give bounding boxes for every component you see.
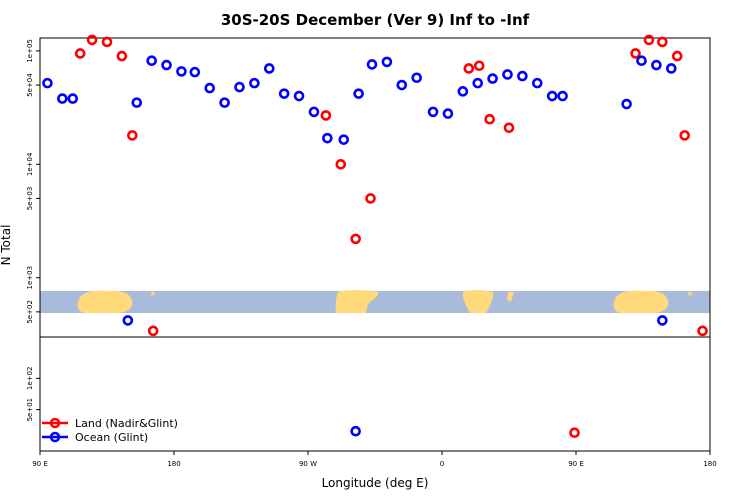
ocean-upper-point — [366, 59, 378, 70]
ocean-upper-point — [657, 315, 668, 326]
ocean-upper-point — [457, 86, 469, 97]
ocean-upper-point — [427, 106, 439, 118]
land-upper-point — [671, 50, 683, 62]
lower-panel-frame — [39, 336, 711, 452]
y-upper-tick-label: 1e+03 — [26, 266, 34, 290]
ocean-upper-point — [411, 72, 422, 84]
x-axis: 90 E 180 90 W 0 90 E 180 — [32, 451, 717, 468]
ocean-upper-point — [234, 81, 245, 93]
ocean-band — [40, 291, 710, 313]
legend-ocean-label: Ocean (Glint) — [75, 431, 148, 444]
land-mass-south-america — [335, 290, 379, 313]
ocean-upper-point — [249, 77, 260, 89]
y-upper-tick-label: 1e+05 — [26, 39, 34, 63]
land-upper-point — [463, 63, 475, 74]
world-map-band — [40, 290, 710, 313]
land-mass-australia — [77, 290, 133, 313]
ocean-upper-point — [131, 97, 143, 108]
ocean-upper-point — [189, 66, 201, 78]
land-upper-point — [86, 34, 98, 46]
land-upper-point — [127, 130, 138, 141]
land-upper-point — [484, 113, 495, 125]
land-mass-islands — [151, 291, 156, 296]
ocean-upper-point — [322, 132, 333, 144]
legend-land-label: Land (Nadir&Glint) — [75, 417, 178, 430]
x-tick-label: 0 — [440, 460, 444, 468]
x-axis-label: Longitude (deg E) — [322, 476, 429, 490]
ocean-upper-point — [665, 63, 677, 74]
ocean-upper-point — [472, 77, 484, 89]
ocean-upper-point — [353, 88, 364, 99]
ocean-upper-point — [122, 315, 134, 326]
ocean-lower-point — [350, 425, 361, 437]
land-upper-point — [630, 48, 641, 59]
land-mass-islands-repeat — [688, 291, 693, 296]
ocean-upper-point — [204, 82, 216, 94]
ocean-upper-point — [636, 55, 647, 66]
y-upper-tick-label: 5e+04 — [26, 73, 34, 97]
land-upper-point — [473, 60, 485, 72]
ocean-upper-point — [161, 59, 172, 71]
ocean-upper-point — [308, 106, 320, 118]
y-upper-tick-label: 5e+02 — [26, 300, 34, 324]
y-upper-tick-label: 5e+03 — [26, 187, 34, 211]
land-upper-point — [679, 130, 690, 141]
ocean-upper-point — [621, 98, 632, 110]
legend-ocean-marker — [49, 431, 61, 443]
ocean-upper-point — [67, 93, 79, 104]
land-lower-point — [569, 427, 580, 438]
ocean-upper-point — [57, 93, 68, 104]
ocean-upper-point — [557, 90, 568, 102]
ocean-upper-point — [502, 69, 513, 80]
land-upper-point — [365, 193, 376, 204]
ocean-upper-point — [293, 90, 305, 102]
y-axis-label: N Total — [0, 225, 13, 266]
ocean-upper-point — [442, 108, 454, 119]
x-tick-label: 90 W — [299, 460, 317, 468]
land-upper-point — [657, 36, 668, 48]
ocean-upper-point — [219, 97, 230, 108]
ocean-upper-point — [546, 90, 558, 102]
ocean-upper-point — [531, 77, 543, 89]
x-tick-label: 180 — [703, 460, 716, 468]
land-upper-point — [320, 110, 332, 121]
ocean-upper-point — [176, 66, 187, 77]
land-upper-point — [74, 48, 86, 59]
y-lower-tick-label: 5e+01 — [26, 398, 34, 422]
land-mass-madagascar — [507, 292, 514, 302]
y-axis-lower: 5e+01 1e+02 — [26, 367, 40, 422]
x-tick-label: 180 — [167, 460, 180, 468]
ocean-upper-point — [146, 55, 157, 66]
ocean-upper-point — [278, 88, 290, 99]
y-axis-upper: 5e+02 1e+03 5e+03 1e+04 5e+04 1e+05 — [26, 39, 40, 324]
ocean-upper-point — [651, 59, 662, 71]
data-points — [42, 34, 708, 438]
land-mass-australia-repeat — [613, 290, 669, 313]
ocean-upper-point — [381, 56, 393, 68]
ocean-upper-point — [263, 63, 275, 74]
ocean-upper-point — [517, 70, 528, 82]
y-upper-tick-label: 1e+04 — [26, 152, 34, 176]
land-mass-africa — [462, 290, 494, 313]
y-lower-tick-label: 1e+02 — [26, 367, 34, 391]
ocean-upper-point — [396, 79, 408, 91]
land-upper-point — [697, 325, 708, 337]
ocean-upper-point — [487, 73, 498, 84]
land-upper-point — [643, 34, 655, 46]
land-upper-point — [350, 233, 361, 245]
land-upper-point — [116, 50, 128, 62]
x-tick-label: 90 E — [32, 460, 48, 468]
legend: Land (Nadir&Glint) Ocean (Glint) — [42, 417, 178, 444]
land-upper-point — [147, 325, 159, 337]
x-tick-label: 90 E — [568, 460, 584, 468]
ocean-upper-point — [338, 134, 350, 145]
land-upper-point — [503, 122, 515, 134]
ocean-upper-point — [42, 77, 53, 89]
land-upper-point — [101, 36, 113, 48]
land-upper-point — [335, 159, 347, 170]
legend-land-marker — [49, 417, 61, 429]
chart-title: 30S-20S December (Ver 9) Inf to -Inf — [221, 11, 530, 29]
